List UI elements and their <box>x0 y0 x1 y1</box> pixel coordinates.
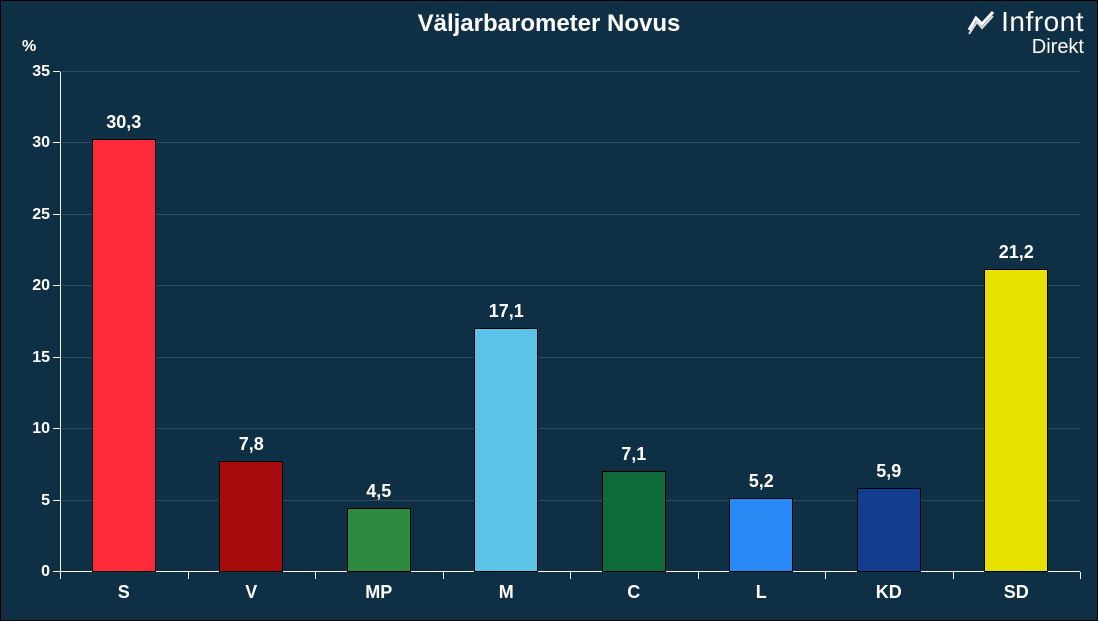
gridline <box>60 142 1080 143</box>
y-tick-label: 20 <box>32 277 50 295</box>
brand-logo: Infront Direkt <box>967 6 1084 59</box>
y-axis-line <box>60 72 61 572</box>
y-tick-label: 5 <box>41 492 50 510</box>
x-tick-mark <box>443 572 444 579</box>
bar-value-label: 17,1 <box>489 301 524 322</box>
x-tick-mark <box>825 572 826 579</box>
x-tick-mark <box>698 572 699 579</box>
bar <box>729 498 793 572</box>
bar <box>347 508 411 572</box>
bar-value-label: 5,9 <box>876 461 901 482</box>
y-tick-label: 15 <box>32 349 50 367</box>
bar <box>219 461 283 572</box>
y-tick-label: 30 <box>32 134 50 152</box>
chart-title: Väljarbarometer Novus <box>0 10 1098 38</box>
gridline <box>60 71 1080 72</box>
gridline <box>60 214 1080 215</box>
x-tick-mark <box>953 572 954 579</box>
gridline <box>60 357 1080 358</box>
y-tick-mark <box>53 214 60 215</box>
y-tick-label: 35 <box>32 63 50 81</box>
x-category-label: MP <box>365 582 392 603</box>
bar <box>92 139 156 572</box>
x-category-label: L <box>756 582 767 603</box>
x-tick-mark <box>1080 572 1081 579</box>
bar-value-label: 7,8 <box>239 434 264 455</box>
bar-value-label: 30,3 <box>106 112 141 133</box>
y-tick-mark <box>53 571 60 572</box>
x-category-label: SD <box>1004 582 1029 603</box>
x-category-label: C <box>627 582 640 603</box>
y-tick-label: 25 <box>32 206 50 224</box>
bar-value-label: 4,5 <box>366 481 391 502</box>
y-tick-mark <box>53 142 60 143</box>
x-category-label: S <box>118 582 130 603</box>
x-category-label: KD <box>876 582 902 603</box>
y-tick-mark <box>53 500 60 501</box>
y-tick-mark <box>53 428 60 429</box>
y-tick-mark <box>53 357 60 358</box>
brand-subtitle: Direkt <box>967 36 1084 59</box>
x-tick-mark <box>188 572 189 579</box>
gridline <box>60 500 1080 501</box>
bar <box>857 488 921 572</box>
bar-value-label: 21,2 <box>999 242 1034 263</box>
gridline <box>60 428 1080 429</box>
gridline <box>60 285 1080 286</box>
x-category-label: V <box>245 582 257 603</box>
y-tick-label: 0 <box>41 563 50 581</box>
x-tick-mark <box>60 572 61 579</box>
bar <box>602 471 666 572</box>
bar-value-label: 5,2 <box>749 471 774 492</box>
y-tick-mark <box>53 71 60 72</box>
brand-name: Infront <box>1001 6 1084 38</box>
bar <box>984 269 1048 572</box>
x-tick-mark <box>570 572 571 579</box>
infront-icon <box>967 8 995 36</box>
bar <box>474 328 538 572</box>
plot-area: 0510152025303530,3S7,8V4,5MP17,1M7,1C5,2… <box>60 72 1080 572</box>
y-axis-unit-label: % <box>22 38 36 56</box>
x-category-label: M <box>499 582 514 603</box>
x-tick-mark <box>315 572 316 579</box>
y-tick-mark <box>53 285 60 286</box>
y-tick-label: 10 <box>32 420 50 438</box>
bar-value-label: 7,1 <box>621 444 646 465</box>
